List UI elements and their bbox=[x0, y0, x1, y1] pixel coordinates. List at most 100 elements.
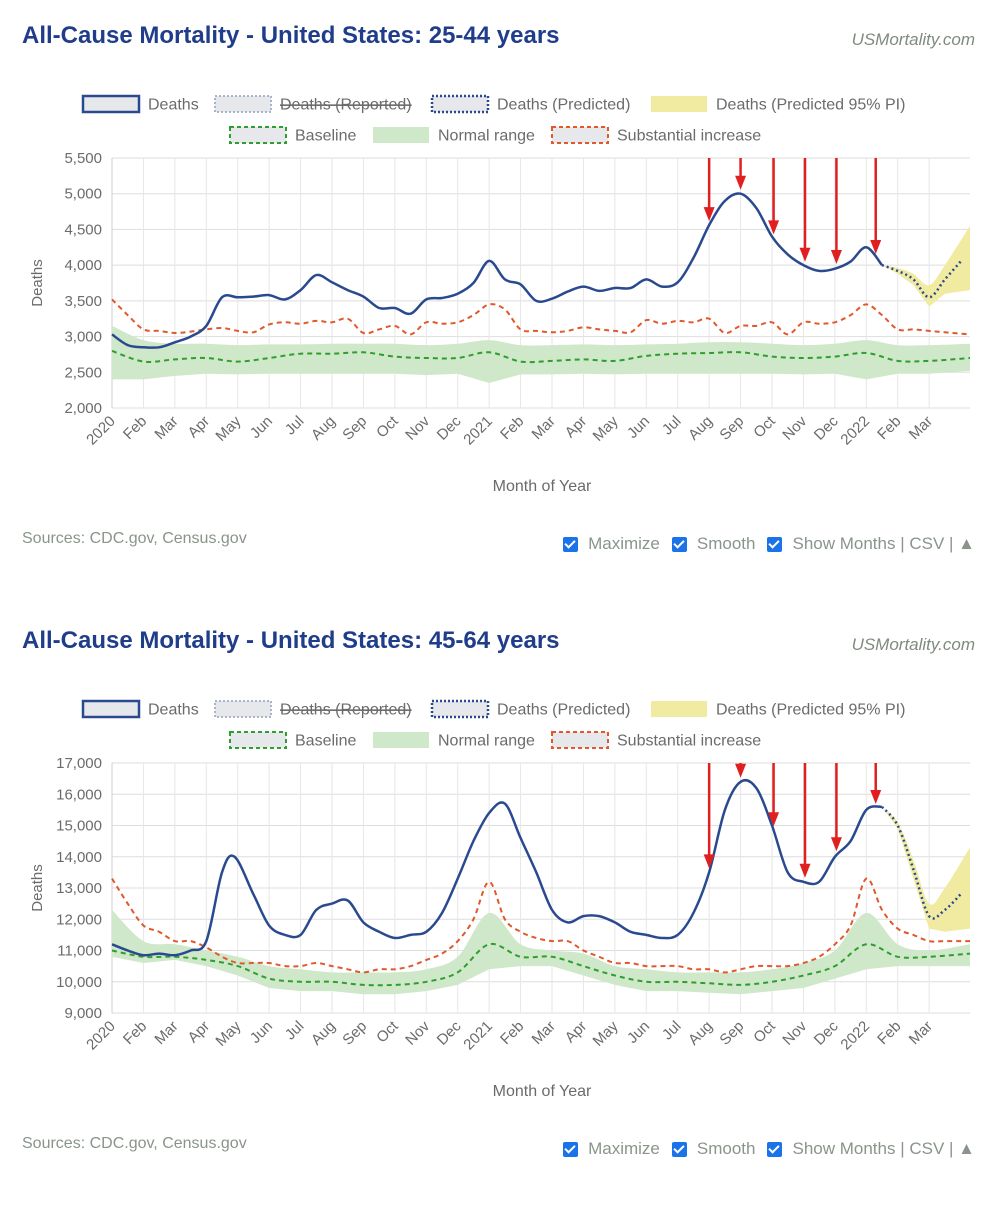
legend-label-deaths-pi: Deaths (Predicted 95% PI) bbox=[716, 97, 905, 114]
legend-label-substantial-increase: Substantial increase bbox=[617, 733, 761, 750]
legend-swatch-deaths-pi bbox=[651, 701, 707, 717]
smooth-checkbox[interactable] bbox=[671, 536, 687, 552]
x-tick-label: Oct bbox=[750, 412, 779, 441]
legend-swatch-deaths-reported bbox=[214, 700, 272, 718]
x-tick-label: Oct bbox=[750, 1017, 779, 1046]
legend-swatch-baseline bbox=[229, 126, 287, 144]
legend-swatch-baseline bbox=[229, 731, 287, 749]
x-tick-label: Sep bbox=[716, 413, 747, 444]
x-tick-label: Aug bbox=[308, 413, 339, 444]
deaths-predicted-line bbox=[881, 805, 962, 920]
x-axis-title: Month of Year bbox=[493, 1083, 592, 1100]
show-months-checkbox[interactable] bbox=[767, 1141, 783, 1157]
x-tick-label: Feb bbox=[874, 1018, 904, 1048]
legend-swatch-deaths-pi bbox=[651, 96, 707, 112]
maximize-checkbox[interactable] bbox=[563, 1141, 579, 1157]
x-tick-label: May bbox=[590, 412, 622, 444]
substantial-increase-line bbox=[111, 877, 970, 974]
legend-label-deaths: Deaths bbox=[148, 702, 199, 719]
y-tick-label: 17,000 bbox=[56, 755, 102, 772]
annotation-arrows bbox=[703, 158, 882, 264]
y-tick-label: 5,500 bbox=[64, 150, 102, 167]
show-months-csv-links[interactable]: Show Months | CSV | ▲ bbox=[792, 1139, 975, 1158]
legend-label-deaths-reported: Deaths (Reported) bbox=[280, 97, 412, 114]
sources-text: Sources: CDC.gov, Census.gov bbox=[22, 1135, 247, 1152]
x-tick-label: Nov bbox=[402, 412, 433, 443]
x-tick-label: Mar bbox=[906, 1018, 936, 1048]
smooth-label[interactable]: Smooth bbox=[696, 1139, 756, 1158]
y-tick-label: 16,000 bbox=[56, 786, 102, 803]
x-tick-label: Dec bbox=[811, 412, 842, 443]
x-tick-label: Feb bbox=[120, 1018, 150, 1048]
show-months-csv-links[interactable]: Show Months | CSV | ▲ bbox=[792, 534, 975, 553]
x-tick-label: May bbox=[590, 1017, 622, 1049]
red-arrow-head bbox=[870, 790, 882, 804]
x-tick-label: Jul bbox=[282, 1018, 308, 1044]
maximize-label[interactable]: Maximize bbox=[588, 534, 660, 553]
red-arrow-head bbox=[830, 250, 842, 264]
red-arrow-head bbox=[768, 812, 780, 827]
legend-swatch-deaths-predicted bbox=[430, 699, 490, 719]
brand-link[interactable]: USMortality.com bbox=[851, 30, 975, 49]
x-tick-label: Mar bbox=[529, 413, 559, 443]
mortality-chart-45-64: Deaths Deaths (Reported) Deaths (Predicted… bbox=[29, 699, 971, 1100]
y-tick-label: 4,500 bbox=[64, 221, 102, 238]
x-tick-label: Mar bbox=[906, 413, 936, 443]
chart-legend: Deaths Deaths (Reported) Deaths (Predicted… bbox=[81, 94, 905, 145]
red-arrow-head bbox=[735, 763, 747, 778]
x-tick-label: Feb bbox=[497, 413, 527, 443]
smooth-checkbox[interactable] bbox=[671, 1141, 687, 1157]
legend-swatch-substantial-increase bbox=[551, 731, 609, 749]
x-tick-label: 2020 bbox=[83, 413, 119, 449]
deaths-line bbox=[111, 778, 883, 957]
legend-swatch-deaths-predicted bbox=[430, 94, 490, 114]
x-tick-label: Mar bbox=[151, 1018, 181, 1048]
x-tick-label: Dec bbox=[811, 1017, 842, 1048]
x-tick-label: Dec bbox=[434, 1017, 465, 1048]
red-arrow-head bbox=[703, 207, 715, 222]
normal-range-band bbox=[112, 325, 970, 383]
substantial-increase-line bbox=[111, 298, 971, 336]
x-tick-label: Jul bbox=[659, 1018, 685, 1044]
red-arrow-head bbox=[830, 837, 842, 852]
red-arrow-head bbox=[768, 220, 780, 235]
x-tick-label: Jun bbox=[624, 413, 653, 442]
normal-range-band bbox=[112, 909, 970, 995]
predicted-pi-band bbox=[882, 225, 970, 307]
y-tick-label: 11,000 bbox=[57, 943, 102, 960]
red-arrow-head bbox=[703, 854, 715, 869]
annotation-arrows bbox=[703, 763, 882, 878]
page-title: All-Cause Mortality - United States: 25-… bbox=[22, 22, 560, 49]
brand-link[interactable]: USMortality.com bbox=[851, 635, 975, 654]
y-tick-label: 3,500 bbox=[64, 293, 102, 310]
show-months-checkbox[interactable] bbox=[767, 536, 783, 552]
smooth-label[interactable]: Smooth bbox=[696, 534, 756, 553]
x-tick-label: Mar bbox=[529, 1018, 559, 1048]
legend-label-normal-range: Normal range bbox=[438, 128, 535, 145]
x-tick-label: Jun bbox=[624, 1018, 653, 1047]
x-tick-label: 2021 bbox=[460, 1018, 496, 1054]
chart-legend: Deaths Deaths (Reported) Deaths (Predicted… bbox=[81, 699, 905, 750]
x-tick-label: Aug bbox=[685, 1018, 716, 1049]
maximize-label[interactable]: Maximize bbox=[588, 1139, 660, 1158]
x-tick-label: 2020 bbox=[83, 1018, 119, 1054]
y-axis-title: Deaths bbox=[29, 864, 46, 912]
legend-label-baseline: Baseline bbox=[295, 128, 356, 145]
y-tick-label: 12,000 bbox=[56, 911, 102, 928]
x-tick-label: Apr bbox=[562, 1018, 591, 1047]
maximize-checkbox[interactable] bbox=[563, 536, 579, 552]
y-tick-label: 4,000 bbox=[64, 257, 102, 274]
x-tick-label: Feb bbox=[120, 413, 150, 443]
legend-swatch-deaths bbox=[81, 699, 141, 719]
legend-swatch-deaths bbox=[81, 94, 141, 114]
y-tick-label: 13,000 bbox=[56, 880, 102, 897]
x-tick-label: Jun bbox=[247, 413, 276, 442]
chart-panel-45-64: All-Cause Mortality - United States: 45-… bbox=[0, 605, 997, 1205]
y-tick-label: 15,000 bbox=[56, 818, 102, 835]
x-tick-label: Sep bbox=[716, 1018, 747, 1049]
y-tick-label: 14,000 bbox=[56, 849, 102, 866]
chart-panel-25-44: All-Cause Mortality - United States: 25-… bbox=[0, 0, 997, 600]
x-tick-label: Apr bbox=[562, 413, 591, 442]
mortality-chart-25-44: Deaths Deaths (Reported) Deaths (Predicted… bbox=[29, 94, 971, 495]
x-tick-label: Apr bbox=[185, 413, 214, 442]
